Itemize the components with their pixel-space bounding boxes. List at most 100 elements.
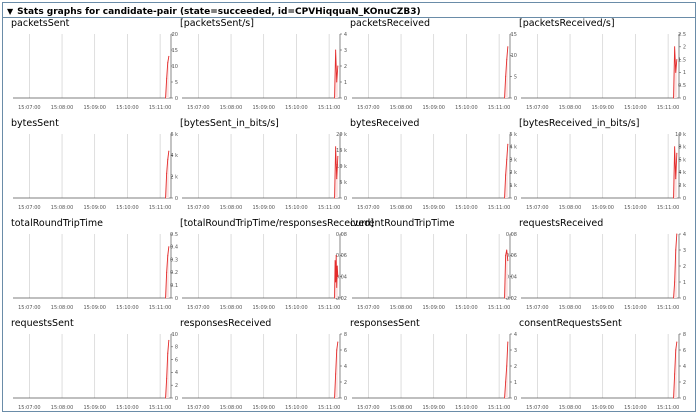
series-line: [673, 341, 678, 399]
data-point: [335, 254, 337, 256]
stats-graph: totalRoundTripTime 15:07:00 15:08:00 15:09:…: [11, 218, 179, 314]
x-tick-label: 15:08:00: [559, 205, 581, 211]
series-line: [334, 146, 339, 199]
x-tick-label: 15:07:00: [526, 205, 548, 211]
data-point: [167, 159, 169, 161]
stats-graph: consentRequestsSent 15:07:00 15:08:00 15:09…: [519, 318, 687, 414]
series-line: [165, 56, 170, 99]
data-point: [337, 276, 339, 278]
y-tick-label: 8: [175, 345, 178, 351]
y-tick-label: 6: [683, 348, 686, 354]
data-point: [165, 97, 167, 99]
series-area: [504, 250, 508, 298]
y-tick-label: 1: [514, 380, 517, 386]
data-point: [504, 197, 506, 199]
data-point: [506, 59, 508, 61]
data-point: [166, 172, 168, 174]
x-tick-label: 15:09:00: [83, 405, 105, 411]
data-point: [168, 150, 170, 152]
y-tick-label: 0: [683, 296, 686, 302]
x-tick-label: 15:09:00: [422, 405, 444, 411]
x-tick-label: 15:10:00: [116, 205, 138, 211]
graph-title: requestsSent: [11, 318, 74, 329]
y-tick-label: 4: [344, 364, 347, 370]
x-tick-label: 15:11:00: [318, 205, 340, 211]
y-tick-label: 0.5: [170, 232, 178, 238]
graph-title: [bytesReceived_in_bits/s]: [519, 118, 640, 129]
x-tick-label: 15:10:00: [116, 405, 138, 411]
x-tick-label: 15:08:00: [390, 105, 412, 111]
data-point: [675, 349, 677, 351]
x-tick-label: 15:07:00: [357, 105, 379, 111]
y-tick-label: 10: [172, 332, 178, 338]
y-tick-label: 8: [683, 332, 686, 338]
graph-title: [packetsReceived/s]: [519, 18, 615, 29]
x-tick-label: 15:11:00: [149, 105, 171, 111]
series-line: [504, 341, 509, 399]
data-point: [337, 155, 339, 157]
y-tick-label: 4: [514, 332, 517, 338]
data-point: [504, 297, 506, 299]
x-tick-label: 15:07:00: [187, 205, 209, 211]
data-point: [674, 281, 676, 283]
x-tick-label: 15:11:00: [657, 205, 679, 211]
graph-title: packetsSent: [11, 18, 70, 29]
x-tick-label: 15:08:00: [390, 305, 412, 311]
data-point: [335, 146, 337, 148]
y-tick-label: 0.06: [336, 253, 347, 259]
x-tick-label: 15:07:00: [526, 405, 548, 411]
y-tick-label: 1: [683, 280, 686, 286]
data-point: [676, 233, 678, 235]
y-tick-label: 0.4: [170, 245, 178, 251]
graph-canvas: 15:07:00 15:08:00 15:09:00 15:10:00 15:11:00…: [13, 232, 178, 311]
y-tick-label: 3: [344, 48, 347, 54]
y-tick-label: 4: [683, 232, 686, 238]
stats-graphs-summary[interactable]: ▼ Stats graphs for candidate-pair (state…: [7, 5, 421, 18]
x-tick-label: 15:08:00: [51, 405, 73, 411]
y-tick-label: 6 k: [170, 132, 178, 138]
x-tick-label: 15:09:00: [591, 105, 613, 111]
x-tick-label: 15:10:00: [285, 105, 307, 111]
data-point: [334, 97, 336, 99]
data-point: [507, 341, 509, 343]
data-point: [167, 62, 169, 64]
stats-graph: [packetsSent/s] 15:07:00 15:08:00 15:09:00 1…: [180, 18, 348, 114]
data-point: [506, 249, 508, 251]
x-tick-label: 15:07:00: [187, 305, 209, 311]
y-tick-label: 2: [344, 380, 347, 386]
y-tick-label: 10 k: [336, 164, 347, 170]
x-tick-label: 15:11:00: [488, 205, 510, 211]
y-tick-label: 15 k: [336, 148, 347, 154]
y-tick-label: 20 k: [336, 132, 347, 138]
data-point: [337, 341, 339, 343]
data-point: [334, 197, 336, 199]
y-tick-label: 15: [172, 48, 178, 54]
triangle-down-icon[interactable]: ▼: [7, 7, 14, 16]
y-tick-label: 8 k: [678, 145, 686, 151]
y-tick-label: 3: [514, 348, 517, 354]
y-tick-label: 0: [175, 96, 178, 102]
x-tick-label: 15:10:00: [455, 205, 477, 211]
x-tick-label: 15:08:00: [51, 305, 73, 311]
x-tick-label: 15:09:00: [252, 205, 274, 211]
data-point: [676, 59, 678, 61]
graph-title: requestsReceived: [519, 218, 604, 229]
data-point: [504, 97, 506, 99]
y-tick-label: 3 k: [509, 157, 517, 163]
y-tick-label: 2: [344, 64, 347, 70]
stats-graphs-summary-label: Stats graphs for candidate-pair (state=s…: [17, 6, 421, 17]
series-line: [673, 146, 678, 199]
y-tick-label: 6: [344, 348, 347, 354]
y-tick-label: 2.5: [678, 32, 686, 38]
y-tick-label: 0.08: [506, 232, 517, 238]
y-tick-label: 4 k: [678, 170, 686, 176]
x-tick-label: 15:11:00: [318, 105, 340, 111]
x-tick-label: 15:09:00: [252, 405, 274, 411]
x-tick-label: 15:09:00: [83, 205, 105, 211]
x-tick-label: 15:07:00: [187, 105, 209, 111]
data-point: [505, 254, 507, 256]
x-tick-label: 15:09:00: [591, 405, 613, 411]
y-tick-label: 0.02: [506, 296, 517, 302]
x-tick-label: 15:11:00: [657, 105, 679, 111]
data-point: [168, 55, 170, 57]
